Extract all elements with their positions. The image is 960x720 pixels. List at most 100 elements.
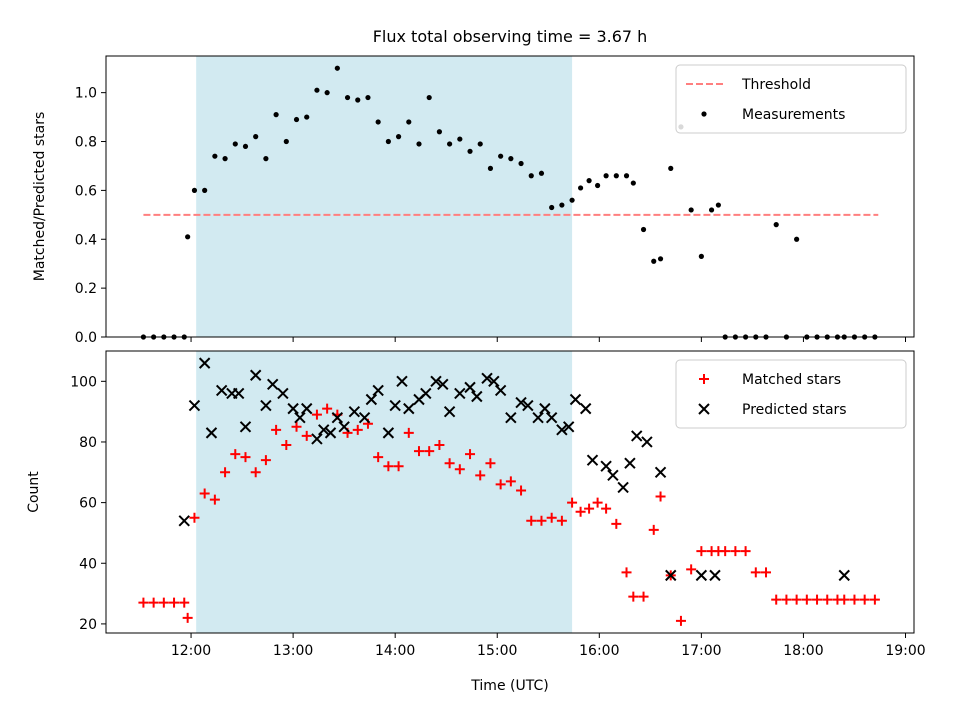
panel2-ytick-label: 80 — [79, 435, 97, 451]
matched-star-point — [383, 461, 394, 472]
measurement-point — [232, 141, 238, 147]
predicted-star-point — [287, 402, 299, 415]
matched-star-point — [516, 485, 527, 496]
measurement-point — [334, 65, 340, 71]
matched-star-point — [801, 594, 812, 605]
measurement-point — [344, 94, 351, 101]
panel2-observing-span — [196, 351, 573, 633]
predicted-star-point — [454, 387, 466, 400]
panel1-ytick-label: 0.4 — [75, 232, 97, 248]
matched-star-point — [199, 488, 210, 499]
measurement-point — [487, 165, 494, 171]
matched-star-point — [485, 458, 496, 469]
matched-star-point — [601, 503, 612, 514]
predicted-star-point — [624, 457, 636, 469]
predicted-star-point — [205, 427, 218, 439]
predicted-star-point — [443, 405, 456, 418]
measurement-point — [395, 134, 402, 140]
measurement-point — [498, 153, 504, 159]
measurement-point — [242, 143, 249, 150]
matched-star-point — [696, 546, 707, 557]
measurement-point — [467, 148, 473, 154]
matched-star-point — [611, 518, 622, 529]
predicted-star-point — [311, 433, 323, 445]
measurement-point — [577, 185, 584, 191]
matched-star-point — [495, 479, 506, 490]
measurement-point — [436, 129, 443, 135]
predicted-star-point — [695, 569, 708, 582]
matched-star-point — [403, 427, 414, 438]
legend-measurement-swatch — [701, 111, 707, 117]
predicted-star-point — [372, 384, 384, 397]
predicted-star-point — [260, 399, 272, 412]
measurement-point — [623, 173, 630, 179]
measurement-point — [603, 173, 609, 179]
panel2-series-matched-stars — [138, 403, 880, 626]
measurement-point — [651, 258, 657, 264]
panel2-axes-frame — [105, 350, 915, 634]
measurement-point — [263, 156, 269, 162]
measurement-point — [375, 119, 381, 125]
matched-star-point — [322, 403, 333, 414]
panel1-ytick-label: 0.0 — [75, 330, 97, 346]
matched-star-point — [822, 594, 833, 605]
predicted-star-point — [437, 378, 449, 391]
predicted-star-point — [556, 424, 568, 436]
measurement-point — [304, 114, 310, 120]
panel2-ytick-label: 20 — [79, 617, 97, 633]
matched-star-point — [556, 515, 567, 526]
predicted-star-point — [232, 387, 245, 400]
predicted-star-point — [515, 396, 527, 409]
matched-star-point — [444, 458, 455, 469]
measurement-point — [457, 136, 463, 142]
x-axis-label: Time (UTC) — [470, 678, 548, 694]
measurement-point — [688, 207, 694, 213]
measurement-point — [708, 207, 715, 213]
predicted-star-point — [188, 399, 201, 412]
predicted-star-point — [277, 387, 289, 400]
matched-star-point — [791, 594, 802, 605]
predicted-star-point — [481, 372, 493, 384]
measurement-point — [253, 134, 259, 140]
measurement-point — [416, 141, 422, 147]
measurement-point — [191, 187, 198, 193]
matched-star-point — [281, 440, 292, 450]
measurement-point — [324, 90, 330, 96]
predicted-star-point — [430, 375, 442, 388]
matched-star-point — [209, 494, 220, 505]
predicted-star-point — [838, 569, 850, 582]
predicted-star-point — [348, 405, 361, 418]
measurement-point — [406, 119, 412, 125]
measurement-point — [528, 173, 534, 179]
predicted-star-point — [358, 412, 371, 424]
measurement-point — [698, 253, 704, 259]
matched-star-point — [373, 452, 384, 463]
xtick-label: 15:00 — [477, 643, 517, 659]
matched-star-point — [182, 612, 193, 623]
matched-star-point — [849, 594, 860, 605]
predicted-star-point — [522, 399, 534, 412]
legend-matched-swatch — [699, 374, 709, 384]
panel1-y-axis-label: Matched/Predicted stars — [32, 112, 48, 282]
measurement-point — [773, 222, 779, 228]
matched-star-point — [250, 467, 261, 478]
xtick-label: 19:00 — [885, 643, 925, 659]
predicted-star-point — [403, 402, 415, 415]
measurement-point — [314, 87, 320, 93]
matched-star-point — [526, 515, 537, 526]
predicted-star-point — [494, 384, 507, 397]
measurement-point — [518, 160, 524, 167]
matched-star-point — [301, 430, 312, 441]
predicted-star-point — [641, 436, 653, 448]
xtick-label: 14:00 — [375, 643, 415, 659]
measurement-point — [668, 165, 674, 171]
panel2-ytick-label: 40 — [79, 556, 97, 572]
matched-star-point — [546, 512, 557, 523]
matched-star-point — [686, 564, 697, 575]
predicted-star-point — [318, 424, 330, 436]
predicted-star-point — [562, 421, 575, 433]
measurement-point — [586, 178, 592, 184]
matched-star-point — [352, 424, 363, 435]
measurement-point — [630, 180, 636, 186]
